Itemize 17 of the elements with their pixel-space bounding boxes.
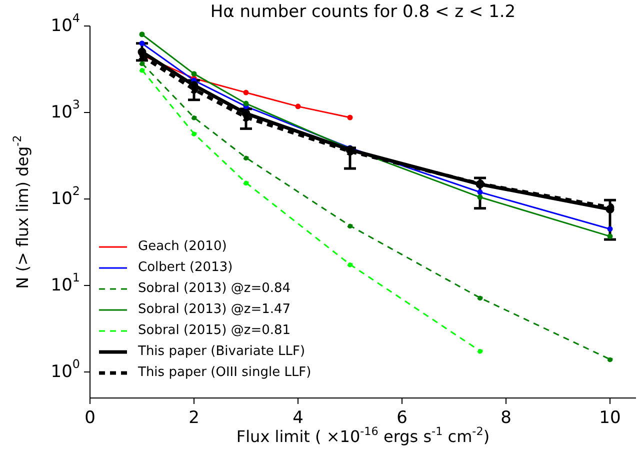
- legend-label: Sobral (2013) @z=1.47: [138, 302, 291, 317]
- legend-label: Colbert (2013): [138, 260, 233, 275]
- legend-label: Sobral (2015) @z=0.81: [138, 323, 291, 338]
- x-tick-label: 8: [500, 408, 512, 428]
- legend-label: Geach (2010): [138, 239, 227, 254]
- y-tick-label: 10$^{1}$: [50, 270, 80, 296]
- y-tick-label: 10$^{0}$: [50, 357, 80, 382]
- x-tick-label: 10: [599, 408, 621, 428]
- legend-label: Sobral (2013) @z=0.84: [138, 281, 291, 296]
- x-tick-label: 0: [84, 408, 96, 428]
- x-tick-label: 2: [188, 408, 200, 428]
- y-tick-label: 10$^{4}$: [50, 11, 80, 36]
- legend-label: This paper (OIII single LLF): [138, 365, 312, 380]
- legend-label: This paper (Bivariate LLF): [138, 344, 306, 359]
- y-tick-label: 10$^{3}$: [50, 98, 80, 122]
- y-tick-label: 10$^{2}$: [50, 184, 80, 209]
- chart-title: Hα number counts for 0.8 < z < 1.2: [209, 2, 517, 22]
